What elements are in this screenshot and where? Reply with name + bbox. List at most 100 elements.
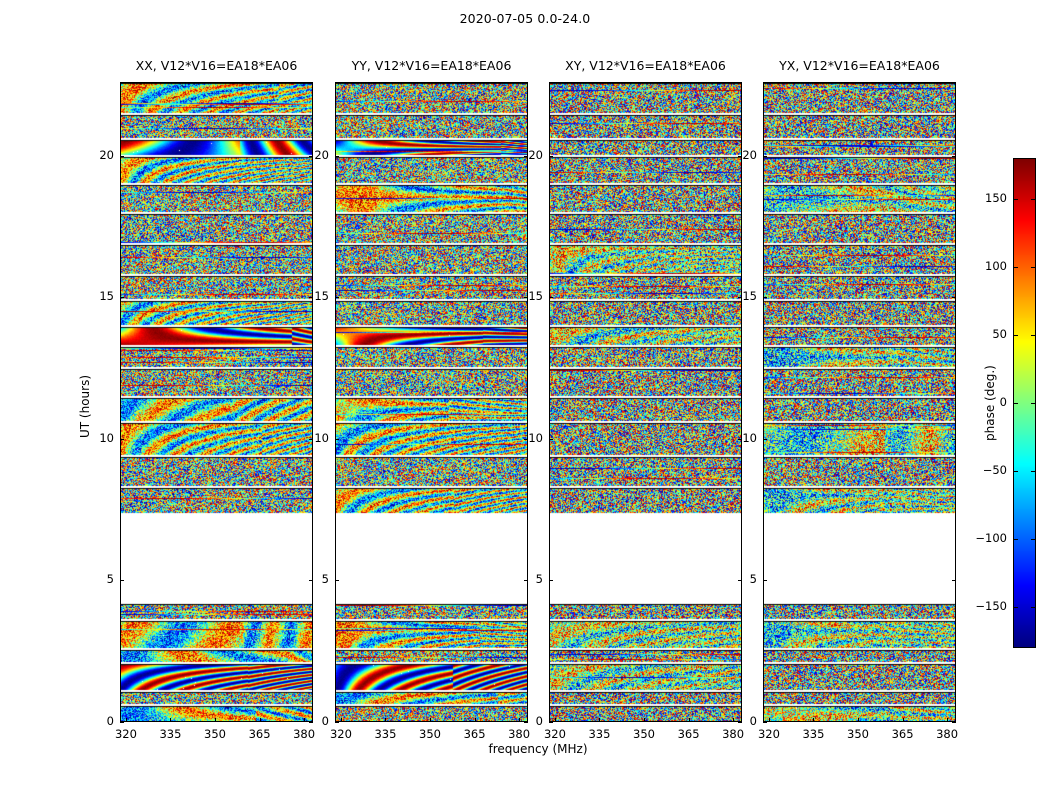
y-tick-label: 10 [742,430,757,445]
colorbar-tick-mark-right [1031,403,1036,404]
y-tick-mark-right [309,297,313,299]
x-tick-mark [688,718,690,722]
y-tick-label: 10 [528,430,543,445]
y-tick-mark [549,155,553,157]
x-tick-label: 380 [508,727,531,741]
heatmap-panel-xy[interactable] [549,82,742,722]
y-tick-label: 10 [314,430,329,445]
y-tick-label: 5 [106,572,114,587]
y-tick-label: 5 [749,572,757,587]
y-tick-mark [763,722,767,723]
x-tick-mark [170,718,172,722]
y-tick-mark [763,155,767,157]
y-tick-mark [120,297,124,299]
x-tick-mark [947,718,949,722]
x-tick-mark [813,718,815,722]
y-tick-mark-right [524,438,528,440]
x-tick-mark [385,718,387,722]
x-axis-label: frequency (MHz) [488,742,588,756]
x-tick-label: 365 [677,727,700,741]
colorbar-tick-mark [1013,334,1018,336]
y-tick-label: 15 [528,289,543,304]
colorbar-tick-label: 0 [999,395,1007,409]
x-tick-label: 365 [463,727,486,741]
figure-suptitle: 2020-07-05 0.0-24.0 [459,11,591,26]
x-tick-mark [768,718,770,722]
colorbar-tick-mark [1013,539,1018,541]
x-tick-label: 335 [374,727,397,741]
y-tick-mark [120,155,124,157]
panel-title-yx: YX, V12*V16=EA18*EA06 [779,58,940,73]
x-tick-mark [644,718,645,722]
colorbar-tick-mark-right [1031,334,1036,336]
y-tick-mark [335,297,339,299]
heatmap-panel-yx[interactable] [763,82,956,722]
x-tick-mark [215,718,216,722]
x-tick-label: 380 [293,727,316,741]
y-tick-mark [549,580,553,582]
y-tick-mark-right [309,438,313,440]
colorbar-tick-mark [1013,266,1018,268]
x-tick-label: 380 [936,727,959,741]
y-tick-label: 20 [99,147,114,162]
heatmap-panel-xx[interactable] [120,82,313,722]
heatmap-image [550,83,741,721]
y-tick-mark-right [952,297,956,299]
colorbar-tick-label: 150 [985,190,1007,205]
y-tick-mark-right [952,155,956,157]
colorbar-tick-mark-right [1031,539,1036,541]
x-tick-label: 380 [722,727,745,741]
colorbar-tick-label: −100 [975,531,1007,546]
y-tick-mark-right [309,580,313,582]
y-tick-mark-right [524,297,528,299]
y-tick-mark [335,580,339,582]
x-tick-label: 350 [419,727,441,741]
y-tick-mark-right [738,297,742,299]
x-tick-label: 350 [633,727,655,741]
y-tick-label: 20 [528,147,543,162]
y-tick-label: 5 [321,572,329,587]
heatmap-image [336,83,527,721]
y-tick-mark-right [524,722,528,723]
x-tick-label: 320 [543,727,566,741]
x-tick-label: 320 [114,727,137,741]
x-tick-label: 365 [248,727,271,741]
y-tick-label: 0 [749,714,757,728]
x-tick-label: 335 [588,727,611,741]
x-tick-mark [519,718,521,722]
x-tick-label: 335 [802,727,825,741]
y-tick-mark [335,722,339,723]
y-tick-mark [763,438,767,440]
y-tick-mark [549,722,553,723]
y-tick-mark [549,438,553,440]
y-tick-mark [763,580,767,582]
y-tick-label: 20 [742,147,757,162]
x-tick-mark [125,718,127,722]
x-tick-mark [430,718,431,722]
colorbar-tick-label: 50 [992,326,1007,341]
y-tick-mark-right [524,155,528,157]
y-tick-mark [549,297,553,299]
x-tick-label: 365 [891,727,914,741]
colorbar-tick-mark-right [1031,471,1036,473]
y-tick-mark-right [738,438,742,440]
colorbar-tick-mark [1013,403,1018,404]
heatmap-image [121,83,312,721]
x-tick-mark [599,718,601,722]
heatmap-image [764,83,955,721]
panel-title-xx: XX, V12*V16=EA18*EA06 [135,58,298,73]
y-tick-label: 15 [314,289,329,304]
colorbar-tick-mark [1013,607,1018,609]
panel-title-xy: XY, V12*V16=EA18*EA06 [565,58,726,73]
x-tick-mark [554,718,556,722]
y-tick-label: 15 [99,289,114,304]
heatmap-panel-yy[interactable] [335,82,528,722]
y-tick-label: 20 [314,147,329,162]
x-tick-label: 350 [847,727,869,741]
y-tick-label: 0 [106,714,114,728]
y-tick-mark-right [309,722,313,723]
y-tick-mark-right [309,155,313,157]
y-tick-mark [120,722,124,723]
colorbar-tick-label: −150 [975,599,1007,614]
x-tick-label: 350 [204,727,226,741]
